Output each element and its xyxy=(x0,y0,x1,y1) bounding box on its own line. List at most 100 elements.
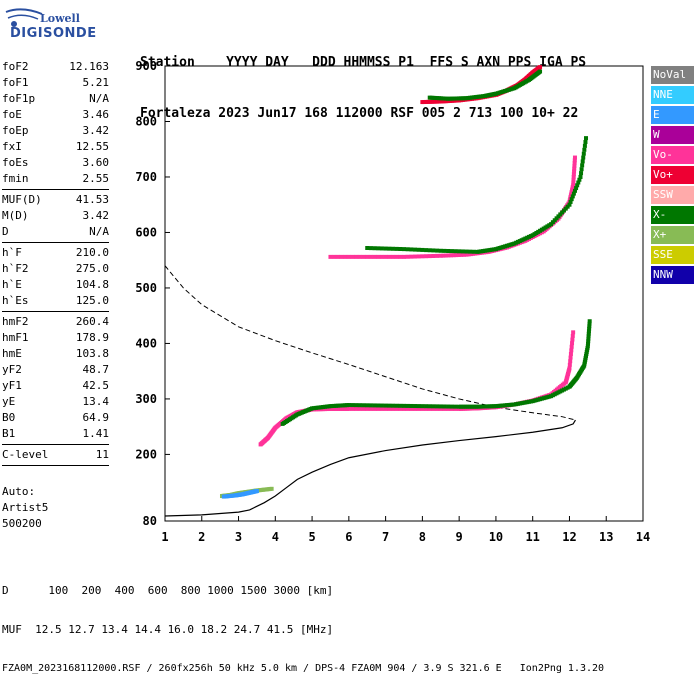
trace-point-vo xyxy=(405,254,410,259)
trace-point-x xyxy=(357,403,362,408)
trace-point-vo xyxy=(442,406,447,411)
trace-point-x xyxy=(570,194,575,199)
y-tick-label: 500 xyxy=(135,281,157,295)
legend-item-e: E xyxy=(651,106,694,124)
trace-point-x xyxy=(354,403,359,408)
trace-point-vo xyxy=(343,254,348,259)
trace-point-x xyxy=(438,248,443,253)
param-name: h`Es xyxy=(2,294,29,307)
param-separator xyxy=(2,242,109,243)
trace-point-x xyxy=(379,403,384,408)
trace-point-vo xyxy=(335,254,340,259)
y-tick-label: 300 xyxy=(135,392,157,406)
footer-info: D 100 200 400 600 800 1000 1500 3000 [km… xyxy=(2,558,604,688)
trace-point-vo xyxy=(379,254,384,259)
trace-point-vo xyxy=(567,366,572,371)
param-row: h`Es 125.0 xyxy=(2,293,109,309)
trace-point-vo xyxy=(572,158,577,163)
trace-point-vo xyxy=(568,359,573,364)
param-row: h`E 104.8 xyxy=(2,277,109,293)
trace-point-x xyxy=(584,136,589,141)
trace-point-x xyxy=(577,177,582,182)
trace-point-vo xyxy=(376,406,381,411)
trace-point-x xyxy=(405,247,410,252)
trace-point-x xyxy=(575,183,580,188)
trace-point-x xyxy=(587,321,592,326)
y-tick-label: 600 xyxy=(135,225,157,239)
trace-point-x xyxy=(446,248,451,253)
legend-item-x-: X+ xyxy=(651,226,694,244)
trace-point-x xyxy=(586,329,591,334)
trace-point-vo xyxy=(409,406,414,411)
trace-point-vo xyxy=(409,254,414,259)
header-values: Fortaleza 2023 Jun17 168 112000 RSF 005 … xyxy=(140,106,579,121)
param-value: 3.60 xyxy=(82,156,110,169)
trace-point-vo xyxy=(572,166,577,171)
trace-point-x xyxy=(420,404,425,409)
trace-point-vo xyxy=(383,406,388,411)
trace-point-vo xyxy=(456,252,461,257)
param-row: yF2 48.7 xyxy=(2,362,109,378)
trace-point-x xyxy=(420,247,425,252)
trace-point-x xyxy=(398,246,403,251)
digisonde-logo: Lowell DIGISONDE xyxy=(2,4,97,54)
legend-item-vo-: Vo+ xyxy=(651,166,694,184)
trace-point-x xyxy=(538,69,543,74)
param-name: fmin xyxy=(2,172,29,185)
param-name: fxI xyxy=(2,140,22,153)
trace-point-vo xyxy=(416,406,421,411)
trace-point-x xyxy=(387,403,392,408)
x-tick-label: 6 xyxy=(345,530,352,544)
param-value: 260.4 xyxy=(75,315,109,328)
trace-point-vo xyxy=(361,254,366,259)
trace-point-x xyxy=(582,147,587,152)
trace-point-vo xyxy=(438,253,443,258)
trace-point-vo xyxy=(413,254,418,259)
param-name: B1 xyxy=(2,427,16,440)
trace-point-vo xyxy=(413,406,418,411)
param-row: C-level 11 xyxy=(2,447,109,463)
logo-line2: DIGISONDE xyxy=(10,26,97,41)
x-tick-label: 9 xyxy=(456,530,463,544)
trace-point-vo xyxy=(332,254,337,259)
param-row: fxI 12.55 xyxy=(2,139,109,155)
param-value: 2.55 xyxy=(82,172,110,185)
trace-point-x xyxy=(449,404,454,409)
y-tick-label: 400 xyxy=(135,336,157,350)
trace-point-vo xyxy=(572,169,577,174)
trace-point-x xyxy=(387,246,392,251)
trace-point-vo xyxy=(328,254,333,259)
trace-point-x xyxy=(572,188,577,193)
trace-point-vo xyxy=(339,254,344,259)
trace-point-x xyxy=(372,246,377,251)
trace-point-x xyxy=(576,180,581,185)
trace-point-x xyxy=(376,403,381,408)
trace-point-vo xyxy=(390,254,395,259)
param-row: foEp 3.42 xyxy=(2,123,109,139)
param-row: h`F 210.0 xyxy=(2,245,109,261)
param-row: hmE 103.8 xyxy=(2,346,109,362)
trace-point-x xyxy=(409,247,414,252)
trace-point-x xyxy=(390,403,395,408)
trace-point-x xyxy=(468,249,473,254)
param-value: 275.0 xyxy=(75,262,109,275)
trace-point-vo xyxy=(398,254,403,259)
trace-point-x xyxy=(446,404,451,409)
trace-point-vo xyxy=(570,341,575,346)
param-row: hmF2 260.4 xyxy=(2,314,109,330)
trace-point-vo xyxy=(571,177,576,182)
trace-point-x xyxy=(398,403,403,408)
param-name: C-level xyxy=(2,448,49,461)
param-row: B1 1.41 xyxy=(2,426,109,442)
logo-swoosh-icon xyxy=(5,8,43,27)
trace-point-vo xyxy=(372,406,377,411)
x-tick-label: 12 xyxy=(562,530,576,544)
autoscaling-info: Auto: Artist5 500200 xyxy=(2,484,48,532)
trace-point-vo xyxy=(567,362,572,367)
trace-point-x xyxy=(365,403,370,408)
trace-point-x xyxy=(464,249,469,254)
footer-muf-row: MUF 12.5 12.7 13.4 14.4 16.0 18.2 24.7 4… xyxy=(2,623,334,636)
trace-point-x xyxy=(453,249,458,254)
x-tick-label: 2 xyxy=(198,530,205,544)
trace-point-x xyxy=(460,249,465,254)
